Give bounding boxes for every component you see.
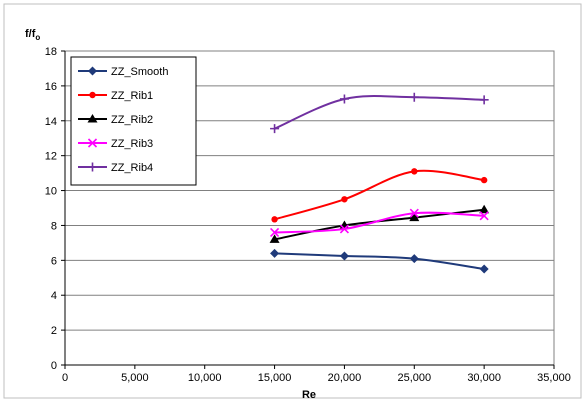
y-tick-label: 0 [51,360,57,372]
data-point-zz-rib3 [479,211,489,221]
series-line-zz-rib1 [274,169,485,221]
legend-item-zz-rib2: ZZ_Rib2 [78,114,153,126]
data-point-zz-rib1 [411,168,418,175]
x-tick-label: 30,000 [467,372,501,384]
y-tick-label: 12 [45,151,57,163]
x-axis-title: Re [302,389,316,401]
y-tick-label: 14 [45,116,57,128]
series-zz-rib4 [270,92,489,134]
y-tick-label: 4 [51,290,57,302]
legend-label: ZZ_Rib1 [111,90,153,102]
y-axis-title: f/fo [25,28,40,42]
data-point-zz-smooth [409,254,419,264]
data-point-zz-rib4 [339,94,349,104]
legend-marker [87,114,98,123]
legend-label: ZZ_Rib3 [111,138,153,150]
y-tick-label: 18 [45,46,57,58]
series-zz-rib1 [271,168,488,223]
data-point-zz-smooth [479,264,489,274]
data-point-zz-smooth [339,251,349,261]
data-point-zz-rib4 [409,92,419,102]
data-point-zz-smooth [270,248,280,258]
y-tick-label: 6 [51,255,57,267]
series-line-zz-rib4 [274,95,485,130]
y-tick-label: 16 [45,81,57,93]
legend: ZZ_Smooth ZZ_Rib1 ZZ_Rib2 ZZ_Rib3 ZZ_Rib4 [70,56,197,186]
series-zz-smooth [270,248,489,274]
legend-label: ZZ_Smooth [111,66,168,78]
data-point-zz-rib2 [269,234,280,243]
data-point-zz-rib2 [409,212,420,222]
x-tick-label: 10,000 [188,372,222,384]
x-tick-label: 15,000 [258,372,292,384]
data-point-zz-rib4 [270,124,280,134]
data-point-zz-rib4 [479,95,489,105]
data-point-zz-rib1 [341,196,348,203]
y-tick-label: 2 [51,325,57,337]
series-line-zz-rib3 [274,211,485,234]
x-tick-label: 0 [62,372,68,384]
data-point-zz-rib1 [271,216,278,223]
x-tick-label: 25,000 [397,372,431,384]
series [269,92,490,274]
legend-marker [88,162,97,172]
legend-marker [87,138,98,148]
data-point-zz-rib1 [480,176,488,184]
x-tick-label: 35,000 [537,372,571,384]
y-axis-title-sub: o [35,33,40,42]
legend-label: ZZ_Rib4 [111,162,153,174]
legend-marker [88,66,97,76]
data-point-zz-rib3 [409,208,419,218]
x-tick-label: 5,000 [121,372,149,384]
legend-item-zz-rib4: ZZ_Rib4 [78,162,153,174]
series-line-zz-smooth [274,252,485,271]
legend-marker [89,91,96,99]
x-tick-label: 20,000 [328,372,362,384]
legend-label: ZZ_Rib2 [111,114,153,126]
axes: 0 2 4 6 8 10 12 14 16 18 0 5,000 10,000 15,000 20,000 2… [45,46,571,384]
y-tick-label: 10 [45,186,57,198]
y-axis-title-main: f/f [25,28,36,40]
legend-item-zz-rib3: ZZ_Rib3 [78,138,153,150]
legend-item-zz-smooth: ZZ_Smooth [78,66,168,78]
y-tick-label: 8 [51,220,57,232]
data-point-zz-rib3 [270,227,280,237]
data-point-zz-rib2 [479,204,490,214]
data-point-zz-rib3 [339,224,349,234]
series-zz-rib3 [270,208,489,237]
legend-item-zz-rib1: ZZ_Rib1 [78,90,153,102]
